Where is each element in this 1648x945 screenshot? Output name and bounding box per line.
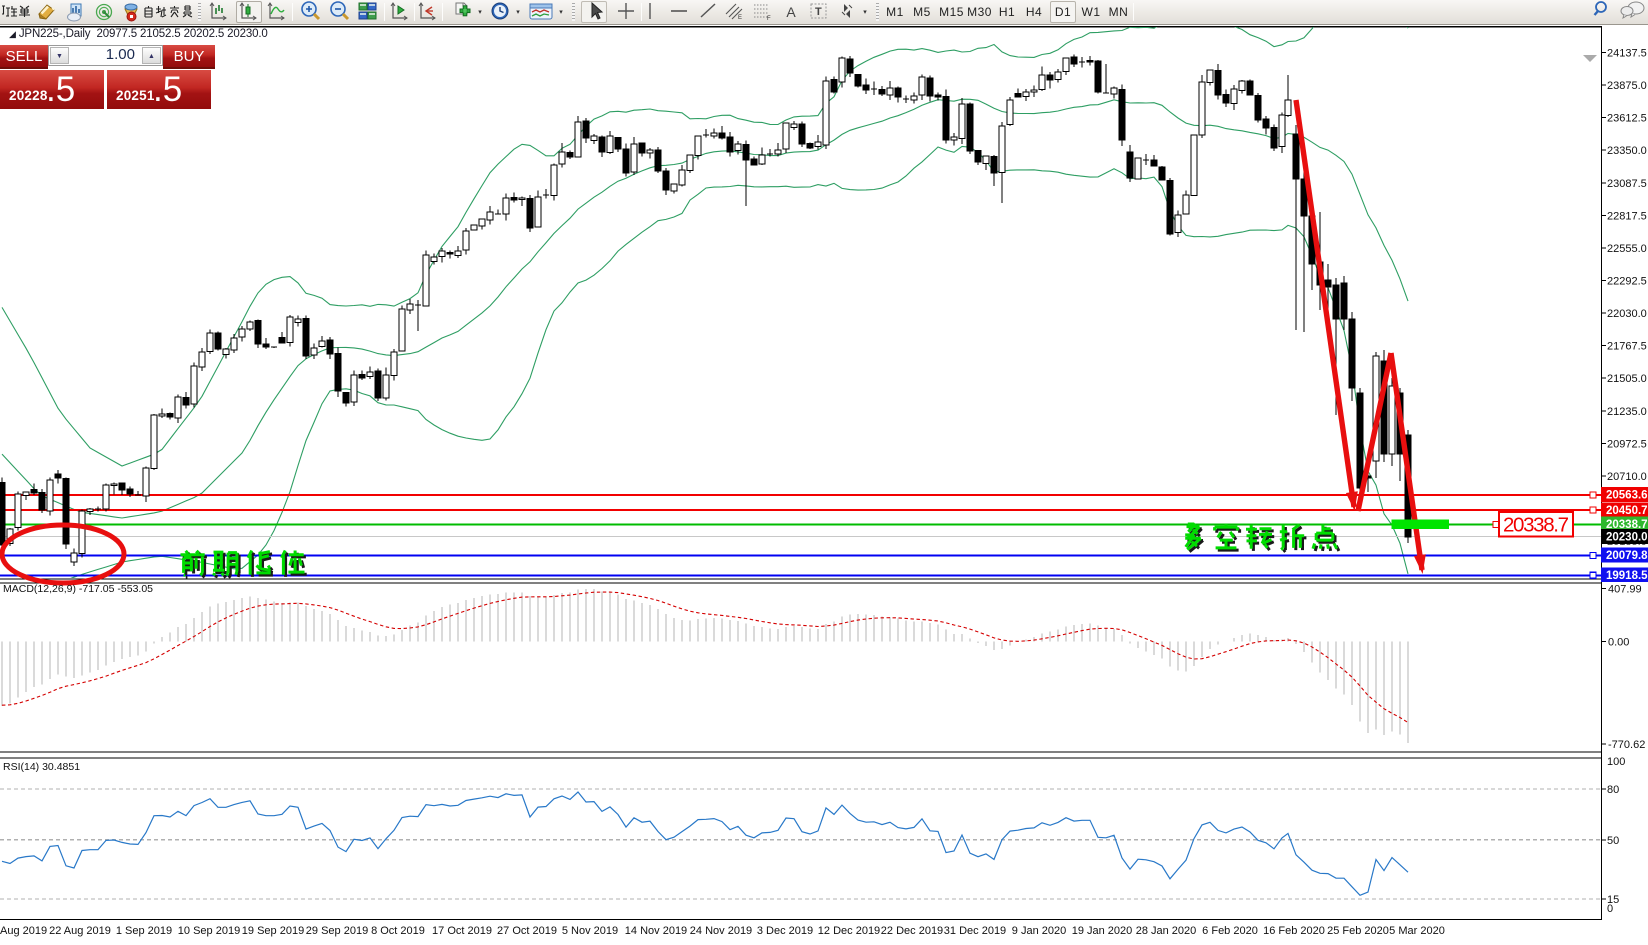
svg-text:20563.6: 20563.6 xyxy=(1606,490,1648,502)
svg-text:22030.0: 22030.0 xyxy=(1607,308,1647,320)
svg-text:E: E xyxy=(738,15,742,21)
svg-text:F: F xyxy=(767,16,771,22)
svg-text:8 Oct 2019: 8 Oct 2019 xyxy=(371,925,425,937)
svg-text:Aug 2019: Aug 2019 xyxy=(0,925,47,937)
svg-text:20972.5: 20972.5 xyxy=(1607,438,1647,450)
svg-text:-770.62: -770.62 xyxy=(1608,739,1645,751)
svg-text:22292.5: 22292.5 xyxy=(1607,276,1647,288)
svg-text:80: 80 xyxy=(1607,784,1619,796)
svg-text:23350.0: 23350.0 xyxy=(1607,145,1647,157)
svg-text:23087.5: 23087.5 xyxy=(1607,178,1647,190)
svg-text:1 Sep 2019: 1 Sep 2019 xyxy=(116,925,172,937)
svg-text:9 Jan 2020: 9 Jan 2020 xyxy=(1012,925,1066,937)
svg-text:29 Sep 2019: 29 Sep 2019 xyxy=(306,925,368,937)
svg-text:10 Sep 2019: 10 Sep 2019 xyxy=(178,925,240,937)
svg-text:19918.5: 19918.5 xyxy=(1606,570,1648,582)
svg-text:20338.7: 20338.7 xyxy=(1606,519,1648,531)
svg-text:0.00: 0.00 xyxy=(1608,636,1629,648)
svg-text:21767.5: 21767.5 xyxy=(1607,341,1647,353)
svg-text:23612.5: 23612.5 xyxy=(1607,113,1647,125)
svg-text:19 Sep 2019: 19 Sep 2019 xyxy=(242,925,304,937)
svg-text:25 Feb 2020: 25 Feb 2020 xyxy=(1327,925,1389,937)
svg-text:6 Feb 2020: 6 Feb 2020 xyxy=(1202,925,1258,937)
svg-text:5 Mar 2020: 5 Mar 2020 xyxy=(1389,925,1445,937)
svg-text:T: T xyxy=(815,6,822,18)
svg-text:14 Nov 2019: 14 Nov 2019 xyxy=(625,925,687,937)
svg-text:22817.5: 22817.5 xyxy=(1607,210,1647,222)
svg-text:27 Oct 2019: 27 Oct 2019 xyxy=(497,925,557,937)
svg-text:RSI(14) 30.4851: RSI(14) 30.4851 xyxy=(3,761,80,773)
svg-text:22555.0: 22555.0 xyxy=(1607,243,1647,255)
svg-text:20710.0: 20710.0 xyxy=(1607,471,1647,483)
svg-text:21505.0: 21505.0 xyxy=(1607,373,1647,385)
svg-text:16 Feb 2020: 16 Feb 2020 xyxy=(1263,925,1325,937)
svg-text:15: 15 xyxy=(1607,894,1619,906)
svg-text:50: 50 xyxy=(1607,835,1619,847)
svg-text:19 Jan 2020: 19 Jan 2020 xyxy=(1072,925,1133,937)
svg-text:0: 0 xyxy=(1607,903,1613,915)
svg-text:5 Nov 2019: 5 Nov 2019 xyxy=(562,925,618,937)
svg-text:3 Dec 2019: 3 Dec 2019 xyxy=(757,925,813,937)
svg-text:17 Oct 2019: 17 Oct 2019 xyxy=(432,925,492,937)
svg-text:20079.8: 20079.8 xyxy=(1606,550,1648,562)
svg-text:24137.5: 24137.5 xyxy=(1607,48,1647,60)
svg-text:12 Dec 2019: 12 Dec 2019 xyxy=(818,925,880,937)
svg-text:31 Dec 2019: 31 Dec 2019 xyxy=(944,925,1006,937)
svg-text:20338.7: 20338.7 xyxy=(1503,514,1569,537)
svg-text:23875.0: 23875.0 xyxy=(1607,80,1647,92)
svg-text:20230.0: 20230.0 xyxy=(1606,532,1648,544)
svg-text:MACD(12,26,9) -717.05 -553.05: MACD(12,26,9) -717.05 -553.05 xyxy=(3,583,153,595)
svg-text:407.99: 407.99 xyxy=(1608,584,1642,596)
svg-text:20450.7: 20450.7 xyxy=(1606,505,1648,517)
svg-text:100: 100 xyxy=(1607,756,1625,768)
svg-text:22 Aug 2019: 22 Aug 2019 xyxy=(49,925,111,937)
svg-text:28 Jan 2020: 28 Jan 2020 xyxy=(1136,925,1197,937)
svg-text:22 Dec 2019: 22 Dec 2019 xyxy=(881,925,943,937)
svg-text:24 Nov 2019: 24 Nov 2019 xyxy=(690,925,752,937)
svg-text:21235.0: 21235.0 xyxy=(1607,406,1647,418)
